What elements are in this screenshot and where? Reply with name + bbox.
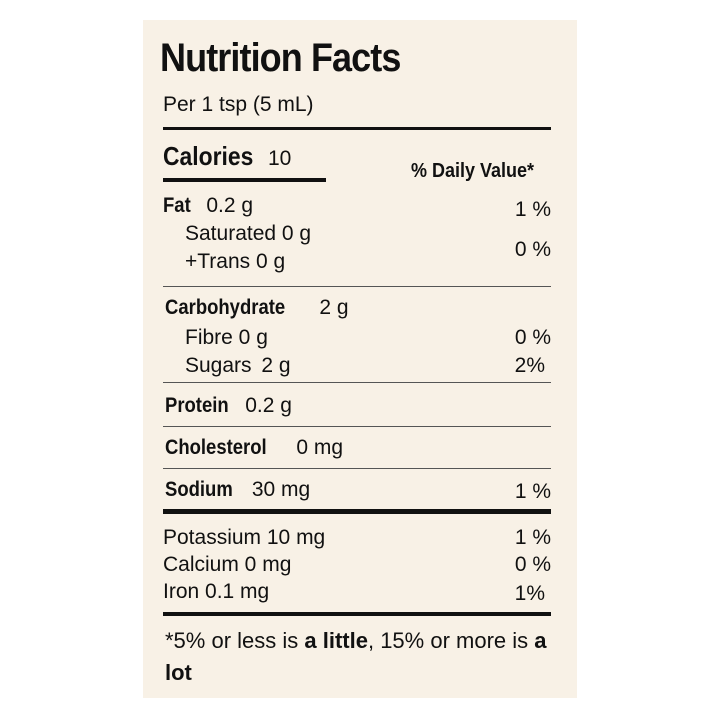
protein-amount: 0.2 g	[245, 394, 292, 417]
fat-amount: 0.2 g	[206, 194, 254, 217]
carbohydrate-amount: 2 g	[319, 296, 349, 319]
fat-dv: 1 %	[514, 198, 551, 221]
saturated-row: Saturated 0 g	[185, 222, 312, 245]
cholesterol-row: Cholesterol 0 mg	[165, 436, 343, 460]
divider-fat	[163, 286, 551, 287]
serving-size: Per 1 tsp (5 mL)	[163, 93, 314, 116]
trans-row: +Trans 0 g	[185, 250, 286, 273]
iron-row: Iron 0.1 mg	[163, 580, 270, 603]
footnote: *5% or less is a little, 15% or more is …	[165, 628, 547, 685]
fibre-dv: 0 %	[514, 326, 551, 349]
nutrition-facts-label: Nutrition Facts Per 1 tsp (5 mL) Calorie…	[143, 20, 577, 698]
trans-dv: 0 %	[514, 238, 551, 261]
divider-sodium-thick	[163, 509, 551, 514]
cholesterol-label: Cholesterol	[165, 436, 267, 459]
protein-label: Protein	[165, 394, 229, 417]
sodium-dv: 1 %	[514, 480, 551, 503]
divider-cholesterol	[163, 468, 551, 469]
sugars-row: Sugars 2 g	[185, 354, 291, 378]
calories-underline	[163, 178, 326, 182]
divider-top	[163, 127, 551, 130]
calories-value: 10	[268, 147, 292, 170]
fat-row: Fat 0.2 g	[163, 194, 253, 218]
label-title: Nutrition Facts	[160, 36, 401, 80]
carbohydrate-label: Carbohydrate	[165, 296, 286, 319]
carbohydrate-row: Carbohydrate 2 g	[165, 296, 349, 320]
sugars-dv: 2%	[514, 354, 545, 377]
divider-bottom	[163, 612, 551, 616]
cholesterol-amount: 0 mg	[296, 436, 344, 459]
sodium-row: Sodium 30 mg	[165, 478, 310, 502]
daily-value-header: % Daily Value*	[411, 160, 535, 182]
calcium-dv: 0 %	[514, 553, 551, 576]
calories-label: Calories	[163, 141, 254, 171]
calcium-row: Calcium 0 mg	[163, 553, 292, 576]
footnote-a-lot: a lot	[165, 628, 547, 685]
sodium-amount: 30 mg	[251, 478, 311, 501]
divider-protein	[163, 426, 551, 427]
fibre-row: Fibre 0 g	[185, 326, 268, 349]
sugars-amount: 2 g	[261, 354, 291, 377]
sodium-label: Sodium	[165, 478, 233, 501]
sugars-label: Sugars	[185, 354, 252, 377]
potassium-row: Potassium 10 mg	[163, 526, 326, 549]
protein-row: Protein 0.2 g	[165, 394, 292, 418]
fat-label: Fat	[163, 194, 191, 217]
divider-carbohydrate	[163, 382, 551, 383]
footnote-a-little: a little	[304, 628, 368, 653]
potassium-dv: 1 %	[514, 526, 551, 549]
iron-dv: 1%	[514, 582, 545, 605]
